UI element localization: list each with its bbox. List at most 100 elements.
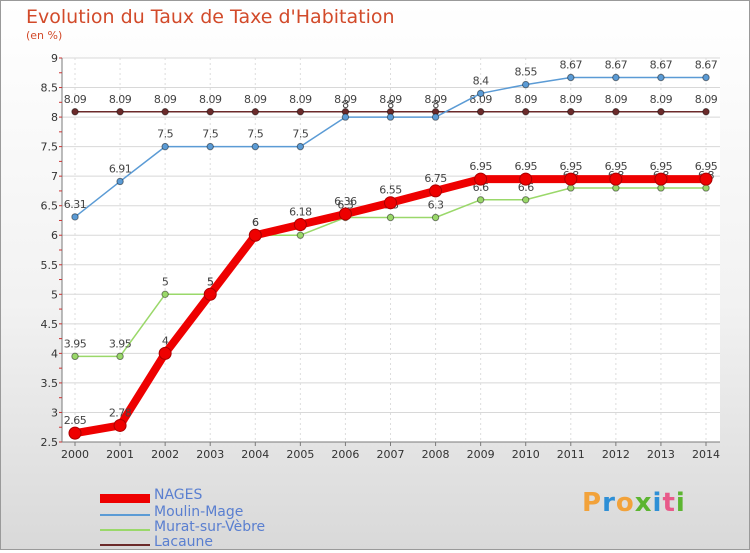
data-point-moulin-mage — [161, 142, 169, 151]
data-point-lacaune — [71, 108, 79, 116]
data-label-moulin-mage: 8 — [432, 98, 439, 111]
data-point-nages — [384, 196, 397, 210]
x-tick-label: 2000 — [61, 448, 89, 461]
data-point-lacaune — [116, 108, 124, 116]
logo-letter: o — [615, 488, 635, 518]
y-tick-label: 5.5 — [41, 259, 59, 272]
x-tick-label: 2003 — [196, 448, 224, 461]
y-tick-label: 8 — [51, 111, 58, 124]
data-label-lacaune: 8.09 — [424, 93, 447, 106]
data-point-nages — [699, 172, 713, 186]
data-point-lacaune — [657, 108, 665, 116]
x-tick-label: 2008 — [422, 448, 450, 461]
data-label-lacaune: 8.09 — [154, 93, 177, 106]
data-label-murat-sur-vebre: 5 — [207, 275, 214, 288]
data-label-lacaune: 8.09 — [334, 93, 357, 106]
x-tick-label: 2013 — [647, 448, 675, 461]
data-label-moulin-mage: 8 — [387, 98, 394, 111]
x-tick-label: 2002 — [151, 448, 179, 461]
data-point-nages — [474, 172, 488, 186]
data-label-lacaune: 8.09 — [244, 93, 267, 106]
chart-subtitle: (en %) — [26, 29, 63, 42]
data-point-moulin-mage — [251, 142, 259, 151]
data-label-nages: 2.78 — [109, 406, 132, 419]
data-point-moulin-mage — [296, 142, 305, 151]
data-label-moulin-mage: 8.67 — [605, 58, 628, 71]
data-label-lacaune: 8.09 — [379, 93, 402, 106]
data-label-lacaune: 8.09 — [695, 93, 718, 106]
data-label-moulin-mage: 8.67 — [560, 58, 583, 71]
data-label-moulin-mage: 7.5 — [292, 128, 308, 141]
data-point-moulin-mage — [657, 73, 665, 82]
data-label-nages: 6 — [252, 216, 259, 229]
y-tick-label: 8.5 — [41, 82, 59, 95]
x-tick-label: 2006 — [331, 448, 359, 461]
x-tick-label: 2010 — [512, 448, 540, 461]
data-label-moulin-mage: 7.5 — [202, 128, 218, 141]
x-tick-label: 2005 — [286, 448, 314, 461]
data-label-nages: 6.95 — [560, 160, 583, 173]
y-tick-label: 5 — [51, 288, 58, 301]
logo-letter: i — [652, 488, 663, 518]
data-point-moulin-mage — [567, 73, 575, 82]
legend-swatch — [100, 529, 150, 531]
data-point-moulin-mage — [386, 113, 395, 121]
data-point-moulin-mage — [612, 73, 620, 82]
data-label-nages: 6.95 — [514, 160, 537, 173]
data-point-lacaune — [702, 108, 710, 116]
data-label-moulin-mage: 8.67 — [695, 58, 718, 71]
data-point-murat-sur-vebre — [657, 184, 665, 192]
data-point-nages — [609, 172, 623, 186]
data-point-nages — [654, 172, 668, 186]
logo-letter: t — [662, 488, 676, 518]
y-tick-label: 3.5 — [41, 377, 59, 390]
data-label-lacaune: 8.09 — [289, 93, 312, 106]
legend-swatch — [100, 544, 150, 546]
data-point-murat-sur-vebre — [296, 231, 305, 239]
data-point-lacaune — [522, 108, 530, 116]
y-tick-label: 7.5 — [41, 141, 59, 154]
y-tick-label: 6 — [51, 229, 58, 242]
data-point-murat-sur-vebre — [71, 352, 79, 361]
data-label-lacaune: 8.09 — [64, 93, 87, 106]
data-label-murat-sur-vebre: 3.95 — [109, 337, 132, 350]
data-label-murat-sur-vebre: 6 — [252, 216, 259, 229]
x-tick-label: 2007 — [377, 448, 405, 461]
y-tick-label: 4.5 — [41, 318, 59, 331]
data-point-nages — [158, 346, 172, 360]
data-point-nages — [203, 287, 217, 301]
data-point-lacaune — [567, 108, 575, 116]
data-label-murat-sur-vebre: 5 — [162, 275, 169, 288]
x-tick-label: 2001 — [106, 448, 134, 461]
data-point-lacaune — [612, 108, 620, 116]
data-label-nages: 6.95 — [469, 160, 492, 173]
data-label-nages: 6.95 — [695, 160, 718, 173]
x-tick-label: 2012 — [602, 448, 630, 461]
y-tick-label: 9 — [51, 52, 58, 65]
data-point-nages — [293, 218, 307, 232]
x-tick-label: 2014 — [692, 448, 720, 461]
data-point-lacaune — [296, 108, 305, 116]
data-label-moulin-mage: 6.31 — [64, 198, 87, 211]
y-tick-label: 2.5 — [41, 436, 59, 449]
data-label-moulin-mage: 8 — [342, 98, 349, 111]
data-label-nages: 6.18 — [289, 206, 312, 219]
data-label-moulin-mage: 7.5 — [247, 128, 263, 141]
legend-label: Murat-sur-Vèbre — [154, 519, 266, 535]
data-label-murat-sur-vebre: 6.3 — [337, 199, 353, 212]
data-point-moulin-mage — [116, 177, 124, 186]
data-label-nages: 6.36 — [334, 195, 357, 208]
data-label-nages: 6.95 — [605, 160, 628, 173]
data-label-nages: 6.75 — [424, 172, 447, 185]
data-label-murat-sur-vebre: 6.3 — [428, 199, 444, 212]
data-point-nages — [564, 172, 578, 186]
chart-title: Evolution du Taux de Taxe d'Habitation — [26, 6, 395, 28]
data-point-murat-sur-vebre — [702, 184, 710, 192]
data-point-moulin-mage — [341, 113, 350, 121]
data-label-nages: 5 — [207, 275, 214, 288]
data-label-lacaune: 8.09 — [605, 93, 628, 106]
data-label-murat-sur-vebre: 3.95 — [64, 337, 87, 350]
logo-letter: r — [602, 488, 616, 518]
data-point-nages — [248, 228, 262, 242]
